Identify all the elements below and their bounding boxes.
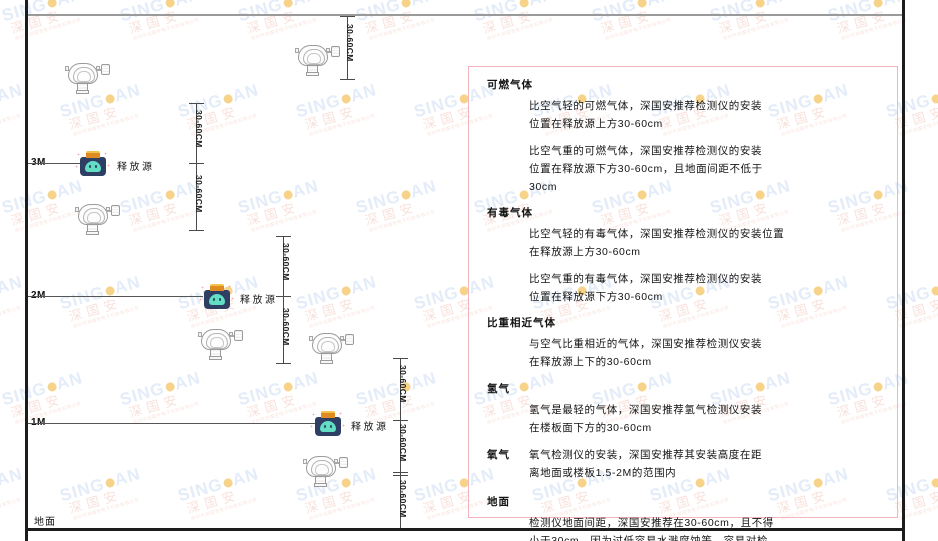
gas-detector-icon — [65, 62, 112, 96]
panel-section-body: 检测仪地面间距，深国安推荐在30-60cm，且不得小于30cm，因为过低容易水溅… — [529, 514, 883, 541]
panel-section-combustible-gas: 可燃气体比空气轻的可燃气体，深国安推荐检测仪的安装 位置在释放源上方30-60cm… — [487, 77, 883, 196]
axis-tick-2m: 2M — [31, 290, 46, 301]
dimension-label: 30-60CM — [281, 243, 291, 281]
frame-border-bottom — [28, 528, 902, 531]
dimension-tick — [189, 230, 204, 231]
panel-section-body: 氧气检测仪的安装，深国安推荐其安装高度在距 离地面或楼板1.5-2M的范围内 — [529, 446, 883, 482]
dimension-label: 30-60CM — [194, 110, 204, 148]
dimension-tick — [393, 358, 408, 359]
panel-section-ground: 地面检测仪地面间距，深国安推荐在30-60cm，且不得小于30cm，因为过低容易… — [487, 494, 883, 541]
dimension-label: 30-60CM — [398, 424, 408, 462]
gas-release-source-icon — [199, 283, 234, 309]
panel-section-title: 有毒气体 — [487, 207, 533, 220]
frame-border-top — [28, 14, 902, 16]
panel-text-line: 比空气重的有毒气体，深国安推荐检测仪的安装 — [529, 273, 763, 286]
panel-section-oxygen: 氧气 氧气检测仪的安装，深国安推荐其安装高度在距 离地面或楼板1.5-2M的范围内 — [487, 446, 883, 482]
dimension-tick — [340, 16, 355, 17]
panel-section-title: 可燃气体 — [487, 79, 533, 91]
release-source-label: 释放源 — [240, 295, 278, 306]
gas-detector-icon — [309, 332, 356, 366]
gas-detector-icon — [303, 455, 350, 489]
dimension-tick — [189, 163, 204, 164]
reference-line-1m — [28, 423, 316, 424]
reference-line-3m — [28, 163, 90, 164]
panel-text-line: 在释放源上下的30-60cm — [529, 356, 652, 369]
panel-text-line: 30cm — [529, 181, 558, 194]
panel-text-line: 离地面或楼板1.5-2M的范围内 — [529, 466, 677, 479]
panel-section-body: 比空气轻的有毒气体，深国安推荐检测仪的安装位置 在释放源上方30-60cm — [529, 225, 883, 261]
frame-border-right — [902, 0, 905, 541]
frame-border-left — [25, 0, 28, 541]
panel-section-body: 氢气是最轻的气体，深国安推荐氢气检测仪安装 在楼板面下方的30-60cm — [529, 401, 883, 437]
gas-detector-icon — [295, 44, 342, 78]
panel-section-title: 氢气 — [487, 382, 510, 395]
axis-tick-3m: 3M — [31, 157, 46, 168]
gas-detector-icon — [75, 203, 122, 237]
panel-section-toxic-gas: 有毒气体比空气轻的有毒气体，深国安推荐检测仪的安装位置 在释放源上方30-60cm… — [487, 205, 883, 306]
panel-text-line: 位置在释放源下方30-60cm，且地面间距不低于 — [529, 163, 763, 176]
panel-text-line: 比空气轻的有毒气体，深国安推荐检测仪的安装位置 — [529, 228, 785, 241]
panel-text-line: 在释放源上方30-60cm — [529, 246, 641, 259]
panel-text-line: 检测仪地面间距，深国安推荐在30-60cm，且不得 — [529, 516, 774, 529]
panel-text-line: 与空气比重相近的气体，深国安推荐检测仪安装 — [529, 338, 763, 351]
panel-text-line: 位置在释放源上方30-60cm — [529, 118, 663, 131]
dimension-tick — [393, 472, 408, 476]
dimension-label: 30-60CM — [345, 24, 355, 62]
panel-section-similar-density-gas: 比重相近气体与空气比重相近的气体，深国安推荐检测仪安装 在释放源上下的30-60c… — [487, 315, 883, 371]
dimension-tick — [276, 296, 291, 297]
panel-text-line: 小于30cm，因为过低容易水溅腐蚀等，容易对检 — [529, 534, 768, 541]
panel-text-line: 氧气检测仪的安装，深国安推荐其安装高度在距 — [529, 448, 763, 461]
panel-section-title: 比重相近气体 — [487, 317, 556, 330]
reference-line-2m — [28, 296, 203, 297]
dimension-label: 30-60CM — [398, 365, 408, 403]
panel-section-body: 与空气比重相近的气体，深国安推荐检测仪安装 在释放源上下的30-60cm — [529, 335, 883, 371]
panel-section-body: 比空气轻的可燃气体，深国安推荐检测仪的安装 位置在释放源上方30-60cm — [529, 97, 883, 133]
panel-text-line: 比空气轻的可燃气体，深国安推荐检测仪的安装 — [529, 100, 763, 112]
panel-text-line: 氢气是最轻的气体，深国安推荐氢气检测仪安装 — [529, 403, 763, 416]
panel-text-line: 比空气重的可燃气体，深国安推荐检测仪的安装 — [529, 145, 763, 158]
release-source-label: 释放源 — [117, 162, 155, 173]
dimension-tick — [340, 79, 355, 80]
release-source-label: 释放源 — [351, 422, 389, 433]
dimension-tick — [276, 236, 291, 237]
panel-section-body: 比空气重的有毒气体，深国安推荐检测仪的安装 位置在释放源下方30-60cm — [529, 270, 883, 306]
dimension-label: 30-60CM — [194, 175, 204, 213]
panel-section-title: 地面 — [487, 495, 510, 508]
panel-section-hydrogen: 氢气氢气是最轻的气体，深国安推荐氢气检测仪安装 在楼板面下方的30-60cm — [487, 381, 883, 437]
ground-label: 地面 — [34, 517, 56, 528]
gas-release-source-icon — [310, 410, 345, 436]
dimension-tick — [393, 420, 408, 421]
dimension-tick — [276, 363, 291, 364]
dimension-label: 30-60CM — [398, 480, 408, 518]
gas-release-source-icon — [75, 150, 110, 176]
panel-text-line: 位置在释放源下方30-60cm — [529, 291, 663, 304]
panel-section-body: 比空气重的可燃气体，深国安推荐检测仪的安装 位置在释放源下方30-60cm，且地面… — [529, 142, 883, 196]
panel-text-line: 在楼板面下方的30-60cm — [529, 421, 652, 434]
gas-detector-icon — [198, 328, 245, 362]
dimension-label: 30-60CM — [281, 308, 291, 346]
dimension-tick — [189, 103, 204, 104]
axis-tick-1m: 1M — [31, 417, 46, 428]
panel-section-title: 氧气 — [487, 448, 510, 461]
recommendation-panel: 可燃气体比空气轻的可燃气体，深国安推荐检测仪的安装 位置在释放源上方30-60cm… — [468, 66, 898, 541]
